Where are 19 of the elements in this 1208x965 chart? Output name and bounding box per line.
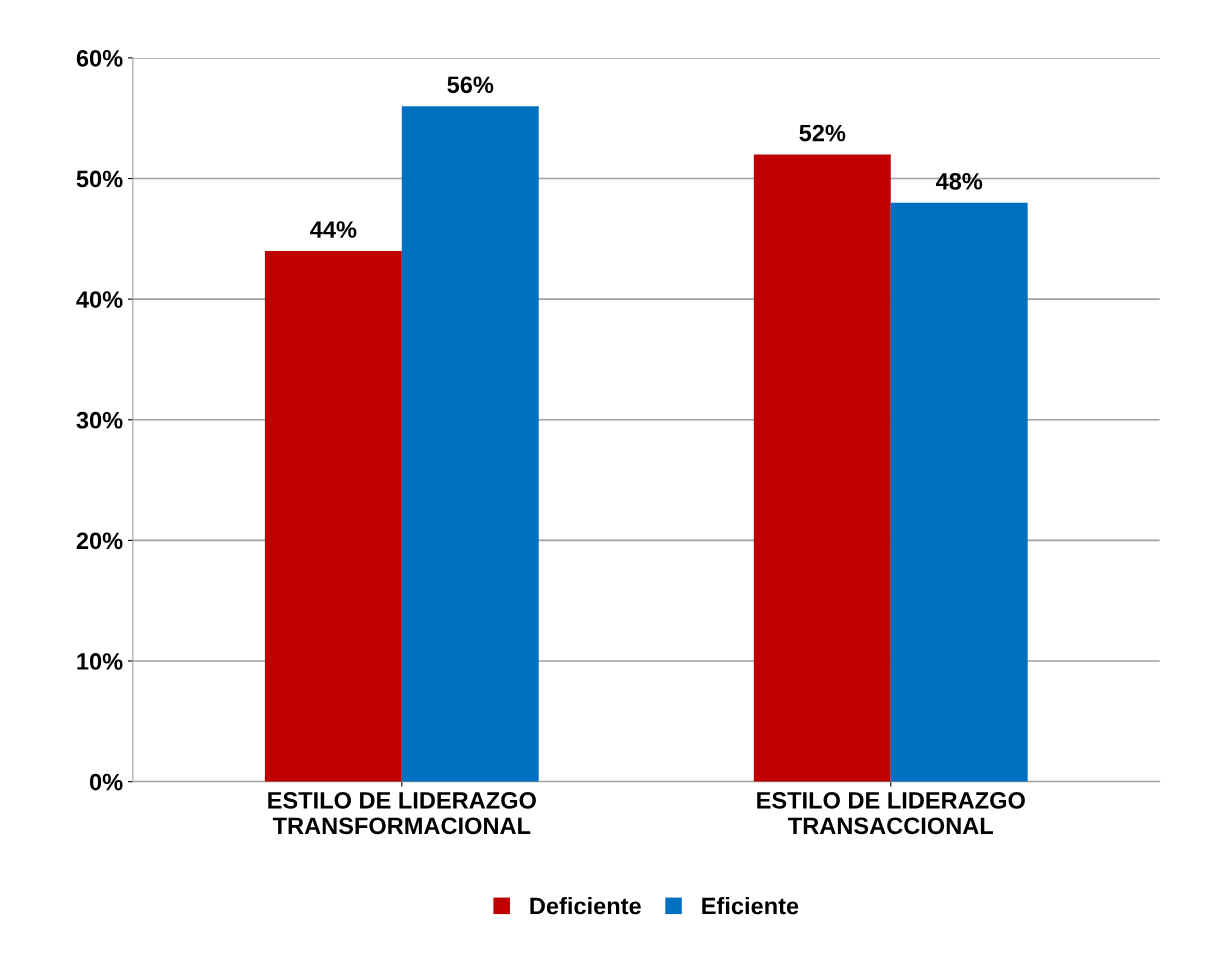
y-tick-label: 0% [89, 773, 123, 791]
x-tick-label: ESTILO DE LIDERAZGO TRANSFORMACIONAL [268, 792, 536, 835]
data-label: 56% [447, 76, 494, 94]
y-tick-label: 50% [76, 170, 123, 188]
y-tick-label: 20% [76, 532, 123, 550]
data-label: 52% [799, 124, 846, 142]
legend-label: Eficiente [702, 896, 799, 915]
data-label: 48% [935, 172, 983, 190]
x-tick-label: ESTILO DE LIDERAZGO TRANSACCIONAL [757, 792, 1025, 835]
y-tick-label: 60% [76, 49, 123, 67]
y-tick-label: 30% [76, 411, 123, 429]
bar [753, 154, 891, 782]
bar [401, 106, 539, 782]
bar [890, 202, 1028, 782]
data-label: 44% [310, 221, 357, 238]
legend-label: Deficiente [530, 896, 641, 915]
y-tick-label: 10% [77, 653, 123, 670]
y-tick-label: 40% [76, 291, 123, 308]
bar [264, 250, 402, 782]
